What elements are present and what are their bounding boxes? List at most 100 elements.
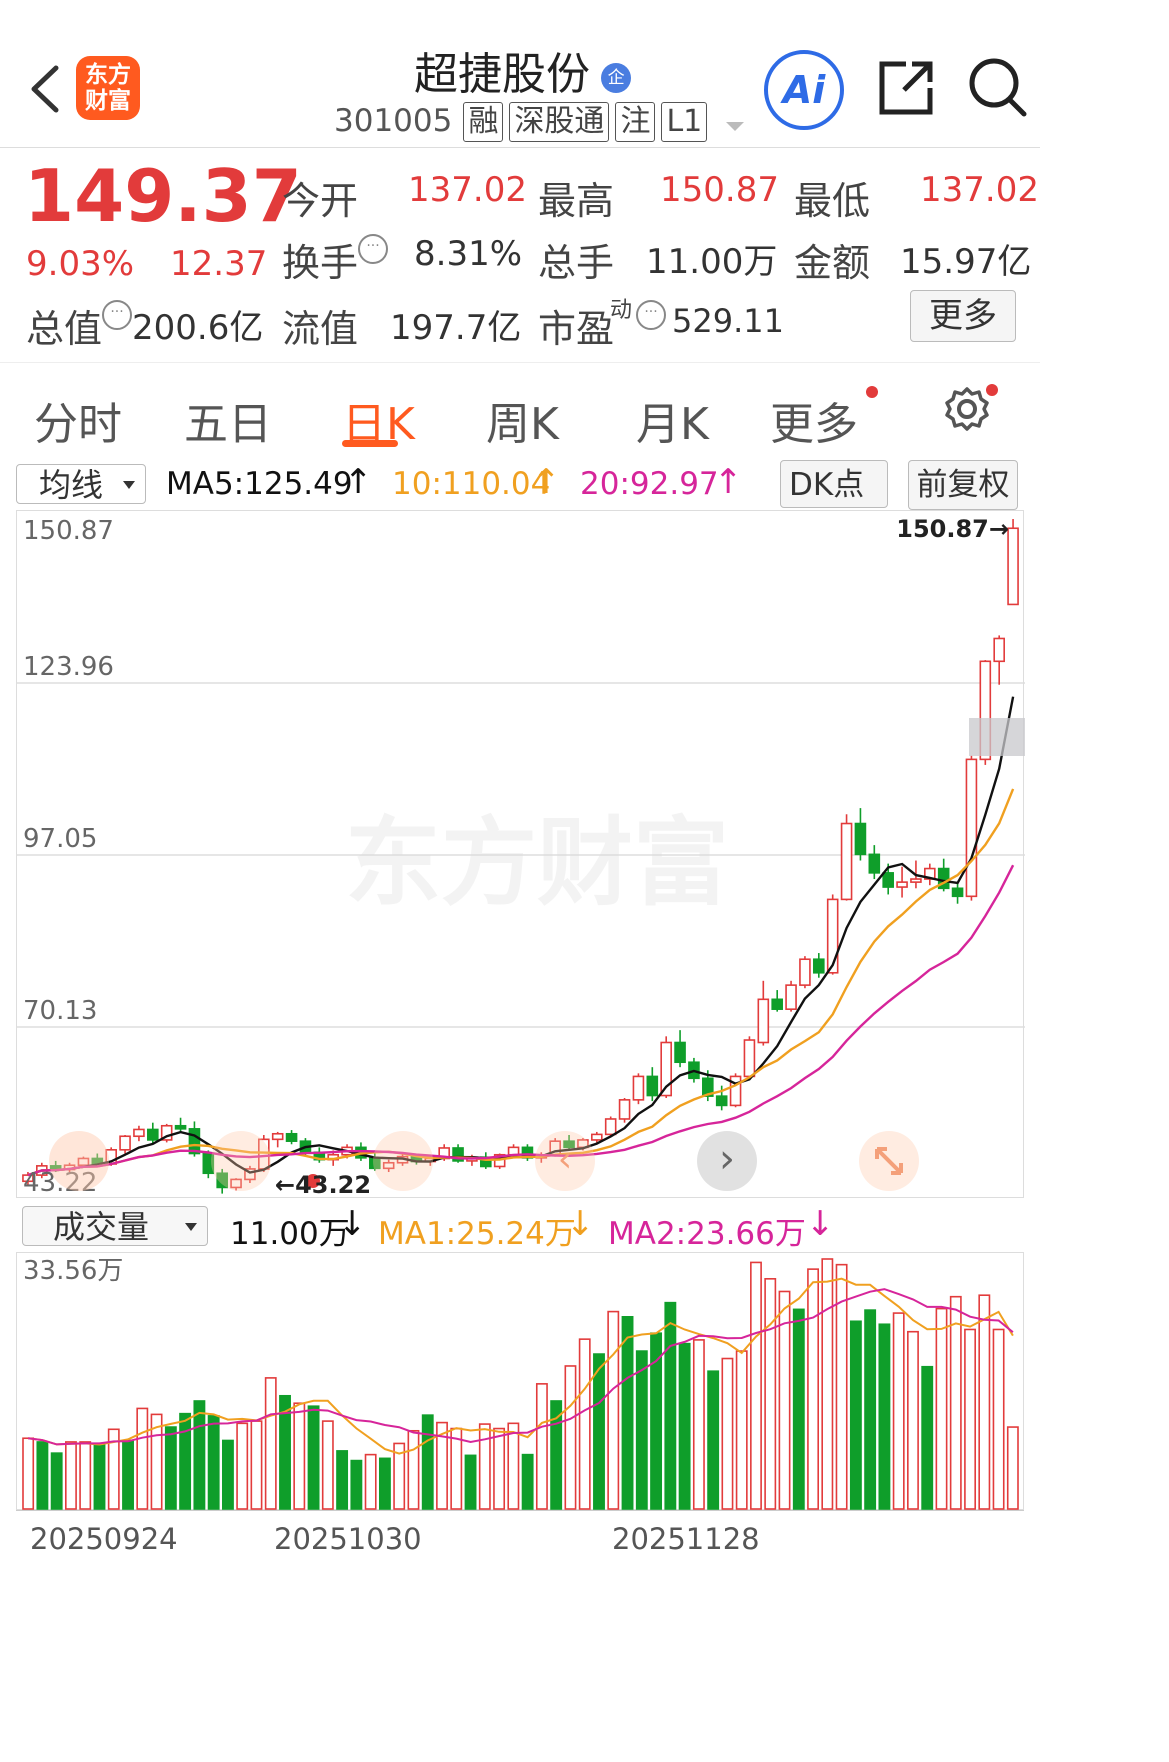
volume-label: 总手 xyxy=(538,241,615,285)
notification-dot xyxy=(866,386,878,398)
date-label: 20251030 xyxy=(274,1522,422,1556)
volume-bar xyxy=(821,1258,834,1510)
last-price: 149.37 xyxy=(24,154,302,238)
ma10-line xyxy=(27,788,1015,1177)
volume-bar xyxy=(393,1442,406,1510)
volume-bar xyxy=(650,1332,663,1510)
low-label: 最低 xyxy=(794,179,871,223)
mktcap-value: 200.6亿 xyxy=(132,308,264,348)
axis-label-3: 97.05 xyxy=(23,824,97,854)
fullscreen-button[interactable] xyxy=(859,1131,919,1191)
candle-body xyxy=(77,1157,90,1167)
volume-bar xyxy=(221,1439,234,1510)
dropdown-icon[interactable] xyxy=(726,122,745,131)
ma5-value: MA5:125.49 xyxy=(166,466,353,502)
volume-bar xyxy=(164,1426,177,1510)
back-icon[interactable] xyxy=(26,62,66,116)
volume-bar xyxy=(807,1268,820,1510)
candlestick xyxy=(216,1168,228,1194)
settings-icon[interactable] xyxy=(944,386,990,436)
volume-bar xyxy=(678,1342,691,1510)
stock-title: 超捷股份 企 xyxy=(414,38,632,100)
candlestick xyxy=(1007,519,1019,606)
kline-chart[interactable]: 东方财富 150.87 123.96 97.05 70.13 43.22 150… xyxy=(16,510,1025,1199)
info-icon[interactable]: ··· xyxy=(102,300,132,330)
ma-select-label: 均线 xyxy=(39,466,104,504)
volume-bar xyxy=(307,1405,320,1510)
candle-body xyxy=(174,1124,187,1130)
tab-intraday[interactable]: 分时 xyxy=(34,399,122,450)
high-label: 最高 xyxy=(538,179,615,223)
volume-select[interactable]: 成交量 xyxy=(22,1206,208,1246)
enterprise-badge: 企 xyxy=(601,63,632,93)
volume-bar xyxy=(564,1365,577,1510)
vol-ma2-line xyxy=(27,1288,1014,1446)
ma-select[interactable]: 均线 xyxy=(16,464,146,504)
tab-more[interactable]: 更多 xyxy=(770,399,858,450)
volume-bar xyxy=(849,1320,862,1510)
candle-body xyxy=(452,1147,464,1162)
volume-bar xyxy=(50,1452,63,1510)
candle-body xyxy=(632,1075,645,1101)
volume-bar xyxy=(478,1423,491,1510)
info-icon[interactable]: ··· xyxy=(636,300,666,330)
candle-body xyxy=(715,1095,728,1107)
tag-margin: 融 xyxy=(463,102,504,142)
candle-body xyxy=(119,1135,131,1151)
share-icon[interactable] xyxy=(876,58,936,122)
volume-bar xyxy=(707,1370,720,1510)
amount-value: 15.97亿 xyxy=(900,242,1032,282)
adjust-button-label: 前复权 xyxy=(916,467,1010,503)
candlestick xyxy=(174,1117,187,1132)
volume-bar xyxy=(107,1428,120,1510)
candle-body xyxy=(591,1133,603,1141)
scroll-left-button[interactable] xyxy=(49,1131,109,1191)
adjust-button[interactable]: 前复权 xyxy=(908,460,1018,510)
volume-bar xyxy=(778,1290,791,1510)
candle-body xyxy=(188,1128,201,1155)
tab-five-day[interactable]: 五日 xyxy=(184,399,272,450)
volume-bar xyxy=(921,1365,934,1510)
min-point-dot xyxy=(306,1174,320,1188)
candlestick xyxy=(604,1116,617,1137)
volume-chart[interactable]: 33.56万 xyxy=(16,1252,1024,1510)
candle-body xyxy=(826,898,839,974)
candlestick xyxy=(591,1131,603,1143)
volume-bar xyxy=(521,1453,534,1510)
more-button[interactable]: 更多 xyxy=(910,290,1016,342)
dk-button-label: DK点 xyxy=(789,467,865,503)
scroll-prev-button[interactable]: ‹ xyxy=(535,1131,595,1191)
zoom-out-button[interactable] xyxy=(373,1131,433,1191)
dk-button[interactable]: DK点 xyxy=(780,460,888,508)
tag-connect: 深股通 xyxy=(509,102,610,142)
candlestick xyxy=(743,1036,756,1080)
candlestick xyxy=(285,1130,298,1145)
tab-monthly-k[interactable]: 月K xyxy=(636,399,709,450)
volume-bar xyxy=(65,1441,77,1510)
low-value: 137.02 xyxy=(920,170,1039,210)
candle-body xyxy=(868,853,881,874)
zoom-in-button[interactable] xyxy=(211,1131,271,1191)
volume-bar xyxy=(378,1457,391,1510)
volume-bar xyxy=(36,1441,49,1510)
ai-button[interactable]: Ai xyxy=(764,50,844,130)
candlestick xyxy=(674,1030,686,1068)
candlestick xyxy=(660,1036,672,1099)
settings-notification-dot xyxy=(986,384,998,396)
scroll-next-button[interactable]: › xyxy=(697,1131,757,1191)
volume-bar xyxy=(264,1377,277,1510)
volume-bar xyxy=(621,1316,634,1510)
volume-bar xyxy=(721,1357,734,1510)
volume-bar xyxy=(935,1307,948,1510)
tab-weekly-k[interactable]: 周K xyxy=(486,399,559,450)
candle-body xyxy=(133,1128,145,1138)
volume-bar xyxy=(892,1312,905,1510)
candle-body xyxy=(854,822,867,856)
pe-value: 529.11 xyxy=(672,302,784,340)
candlestick xyxy=(965,755,978,901)
volume-current: 11.00万 xyxy=(230,1216,350,1252)
volume-bar xyxy=(664,1301,677,1510)
search-icon[interactable] xyxy=(968,56,1028,122)
info-icon[interactable]: ··· xyxy=(358,234,388,264)
candle-body xyxy=(382,1161,395,1170)
